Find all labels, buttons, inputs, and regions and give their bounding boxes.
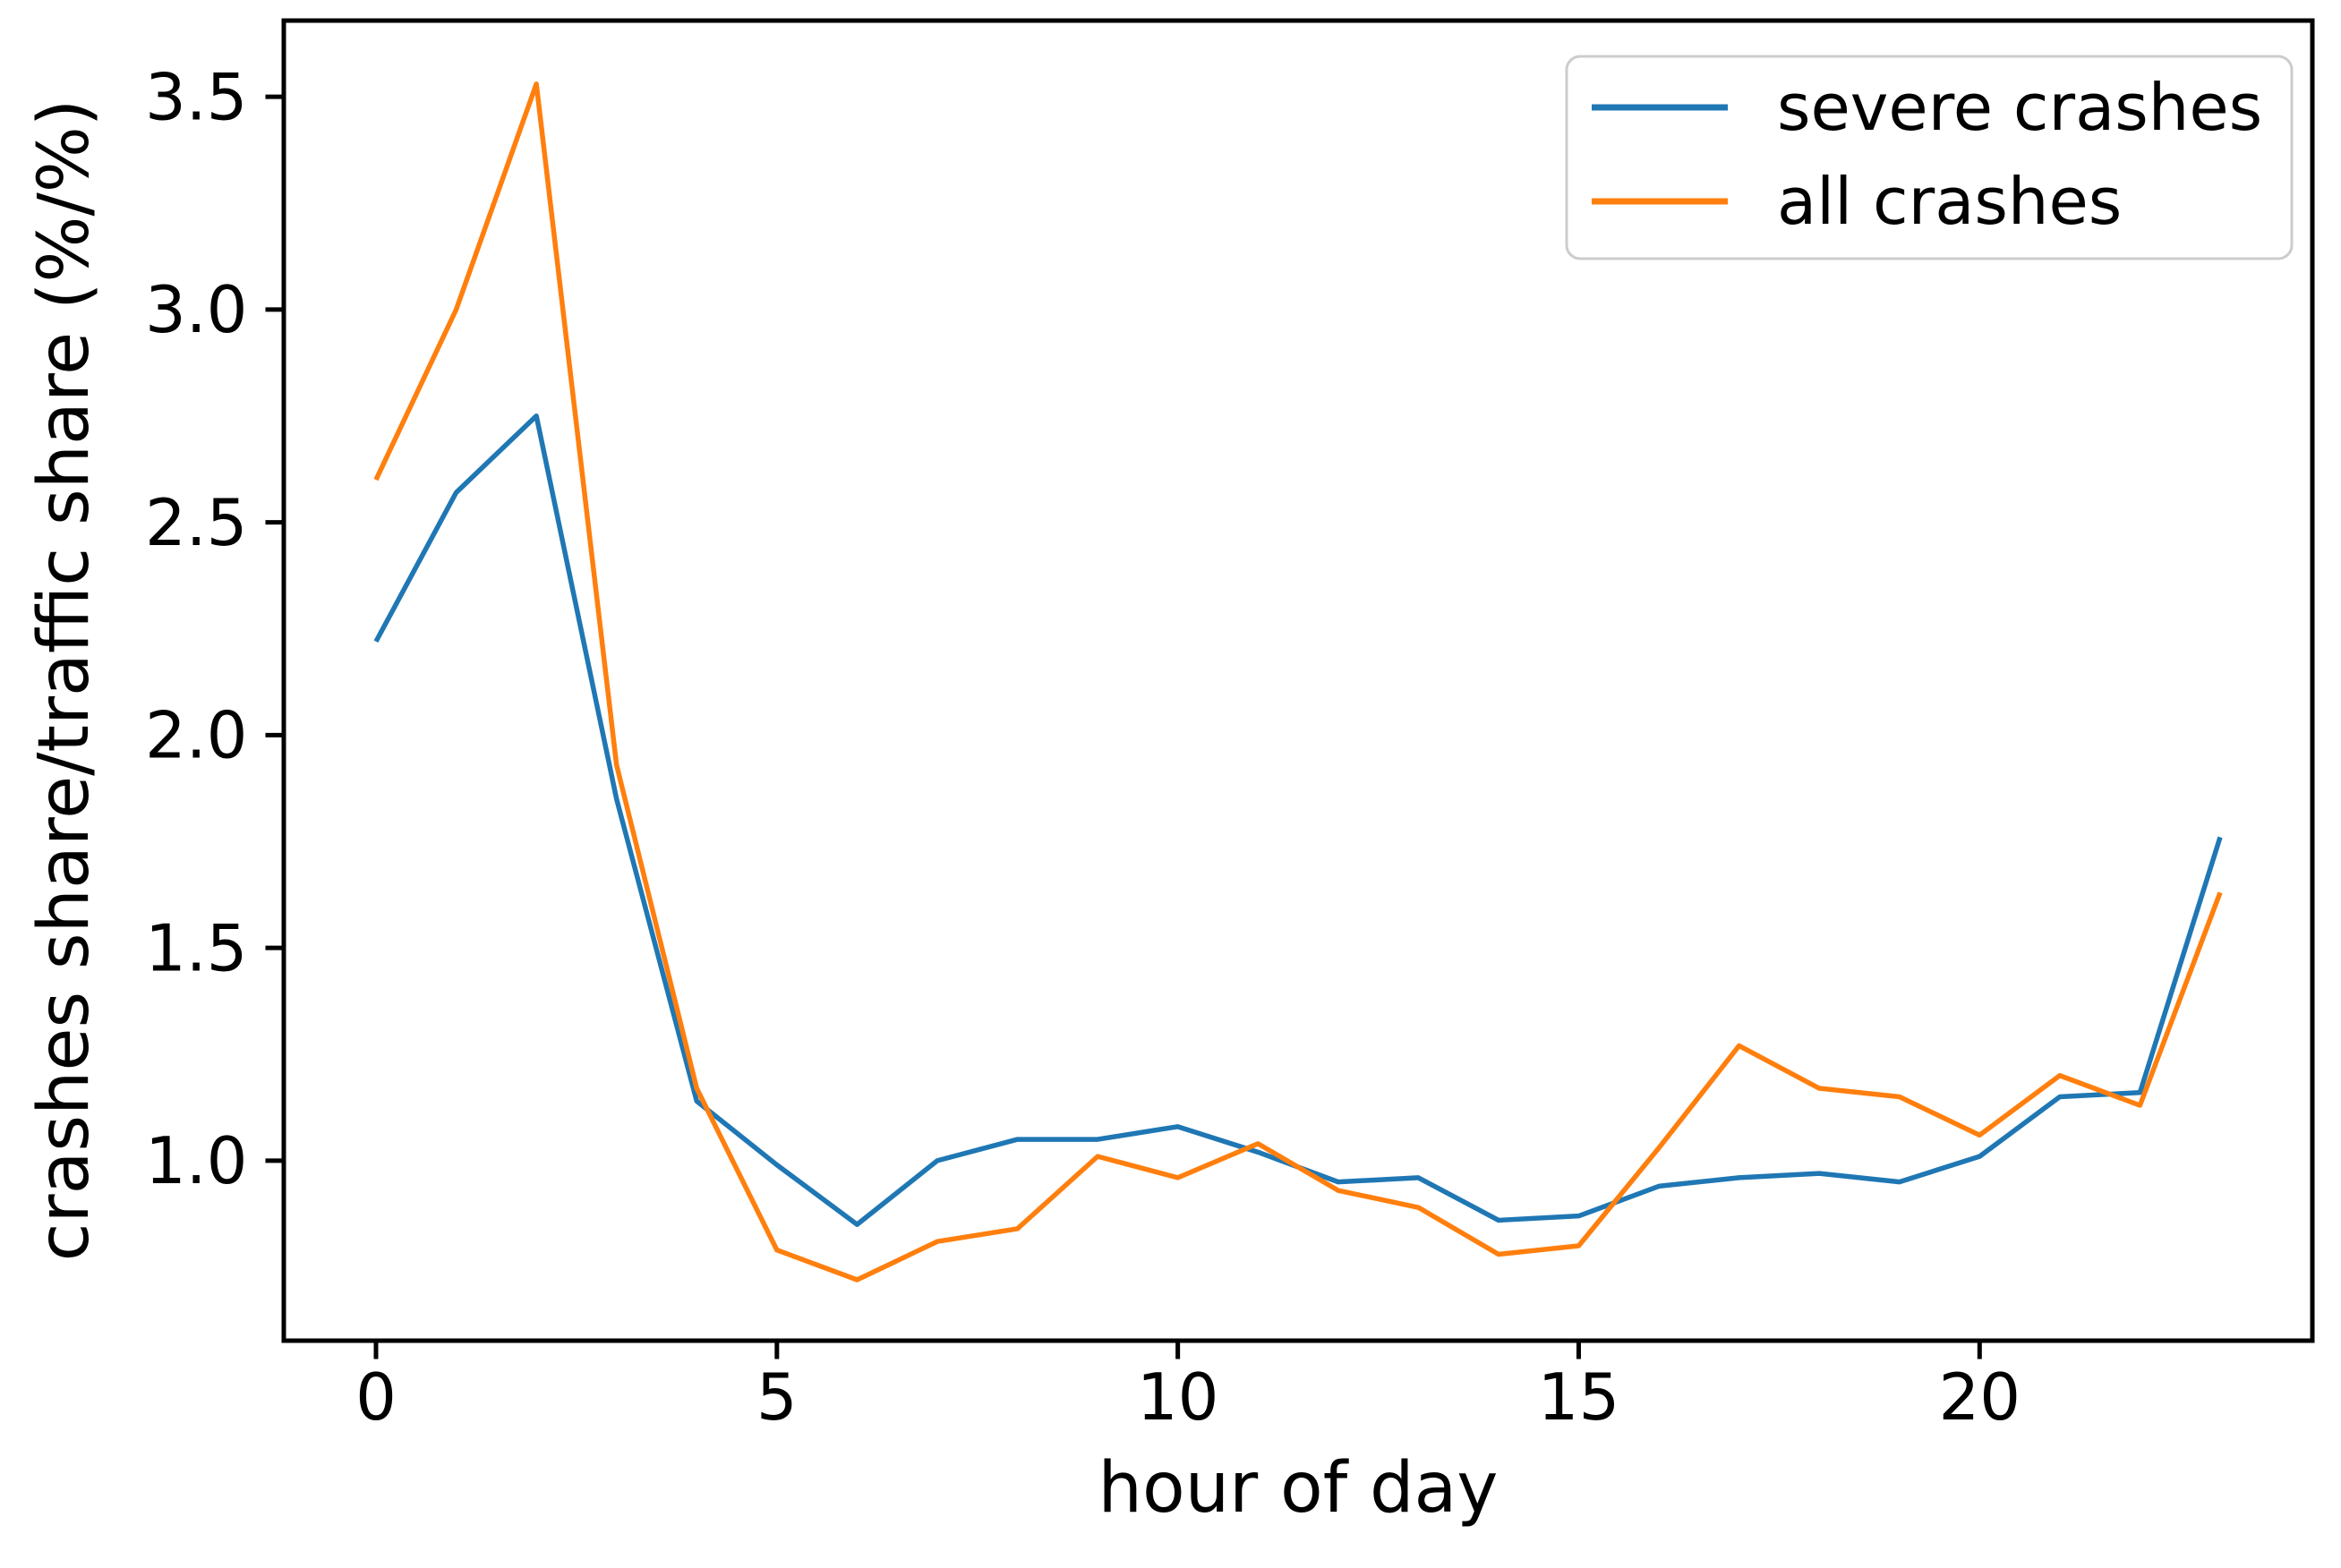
y-tick-label: 1.5	[145, 910, 248, 985]
series-line-all-crashes	[373, 81, 2223, 1283]
x-tick-label: 15	[1538, 1359, 1620, 1435]
x-tick-label: 0	[355, 1359, 397, 1435]
x-tick-label: 20	[1938, 1359, 2021, 1435]
x-axis-label: hour of day	[1098, 1448, 1499, 1529]
legend: severe crashes all crashes	[1565, 55, 2294, 260]
x-tick-label: 10	[1137, 1359, 1219, 1435]
y-tick-label: 2.0	[145, 698, 248, 773]
y-axis-label: crashes share/traffic share (%/%)	[24, 99, 105, 1262]
legend-item-label: severe crashes	[1777, 70, 2262, 145]
legend-item-label: all crashes	[1777, 164, 2122, 239]
axes-spines	[281, 18, 2315, 1343]
legend-frame	[1565, 55, 2294, 260]
series-line-severe-crashes	[373, 413, 2223, 1227]
plot-area: 0 5 10 15 20 1.0 1.5 2.0 2.5 3.0 3.5	[145, 18, 2315, 1435]
x-tick-label: 5	[756, 1359, 798, 1435]
y-tick-label: 1.0	[145, 1123, 248, 1198]
y-tick-label: 3.0	[145, 272, 248, 347]
y-tick-label: 3.5	[145, 59, 248, 134]
y-tick-label: 2.5	[145, 485, 248, 560]
